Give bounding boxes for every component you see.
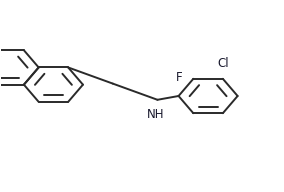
Text: F: F [176,71,182,84]
Text: Cl: Cl [217,57,229,70]
Text: NH: NH [147,108,165,121]
